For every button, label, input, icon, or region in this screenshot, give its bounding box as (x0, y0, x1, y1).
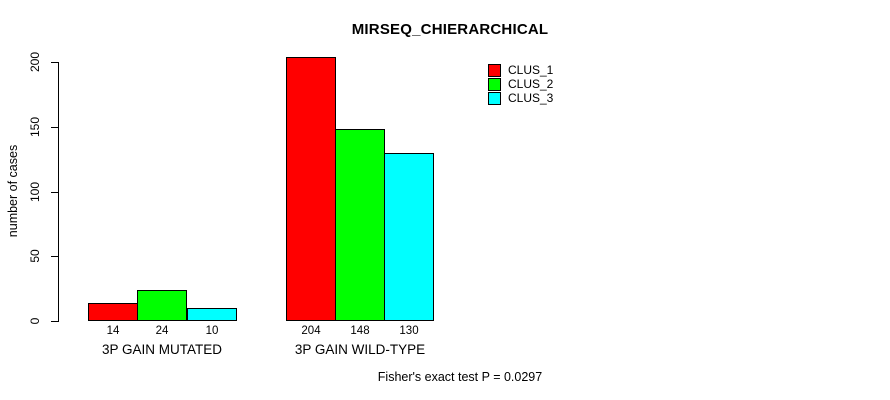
bar-clus_3-group1 (187, 308, 237, 321)
legend-swatch (488, 77, 501, 91)
legend-item: CLUS_1 (488, 63, 553, 77)
y-axis-tick (51, 62, 58, 63)
bar-clus_2-group1 (137, 290, 187, 321)
y-axis-tick-label: 50 (28, 249, 42, 263)
legend-label: CLUS_3 (508, 91, 554, 105)
bar-clus_3-group2 (384, 153, 434, 321)
legend-label: CLUS_2 (508, 77, 554, 91)
chart-title: MIRSEQ_CHIERARCHICAL (351, 21, 549, 38)
bar-value-label: 14 (106, 325, 120, 337)
category-label: 3P GAIN WILD-TYPE (294, 342, 426, 357)
y-axis-tick-label: 200 (28, 51, 42, 73)
legend-item: CLUS_2 (488, 77, 553, 91)
legend-label: CLUS_1 (508, 63, 554, 77)
legend-swatch (488, 63, 501, 77)
bar-value-label: 10 (205, 325, 219, 337)
bar-clus_1-group1 (88, 303, 138, 321)
category-label: 3P GAIN MUTATED (101, 342, 223, 357)
bar-clus_1-group2 (286, 57, 336, 321)
y-axis-tick (51, 321, 58, 322)
y-axis-tick (51, 256, 58, 257)
y-axis-line (58, 62, 59, 322)
y-axis-label: number of cases (6, 144, 20, 238)
legend: CLUS_1 CLUS_2 CLUS_3 (488, 63, 553, 105)
y-axis-tick-label: 150 (28, 116, 42, 138)
footer-stat: Fisher's exact test P = 0.0297 (377, 370, 543, 384)
y-axis-tick (51, 192, 58, 193)
legend-swatch (488, 91, 501, 105)
bar-value-label: 24 (155, 325, 169, 337)
bar-value-label: 148 (350, 325, 370, 337)
bar-clus_2-group2 (335, 129, 385, 321)
y-axis-tick-label: 100 (28, 181, 42, 203)
bar-value-label: 130 (399, 325, 419, 337)
legend-item: CLUS_3 (488, 91, 553, 105)
bar-value-label: 204 (301, 325, 321, 337)
y-axis-tick-label: 0 (28, 317, 42, 325)
y-axis-tick (51, 127, 58, 128)
